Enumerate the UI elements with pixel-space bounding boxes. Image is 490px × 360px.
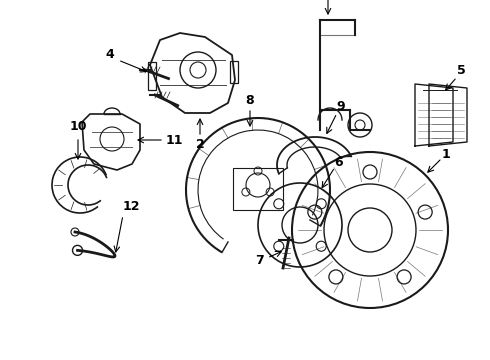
Text: 1: 1	[441, 148, 450, 161]
Text: 12: 12	[122, 201, 140, 213]
Text: 8: 8	[245, 94, 254, 107]
Text: 2: 2	[196, 139, 204, 152]
Bar	[230, 61, 238, 83]
Text: 10: 10	[69, 121, 87, 134]
Bar	[233, 168, 283, 210]
Text: 5: 5	[457, 64, 465, 77]
Text: 6: 6	[335, 157, 343, 170]
Text: 9: 9	[337, 100, 345, 113]
Text: 7: 7	[255, 253, 264, 266]
Text: 4: 4	[106, 49, 114, 62]
Text: 11: 11	[165, 134, 183, 147]
Bar	[148, 62, 156, 90]
